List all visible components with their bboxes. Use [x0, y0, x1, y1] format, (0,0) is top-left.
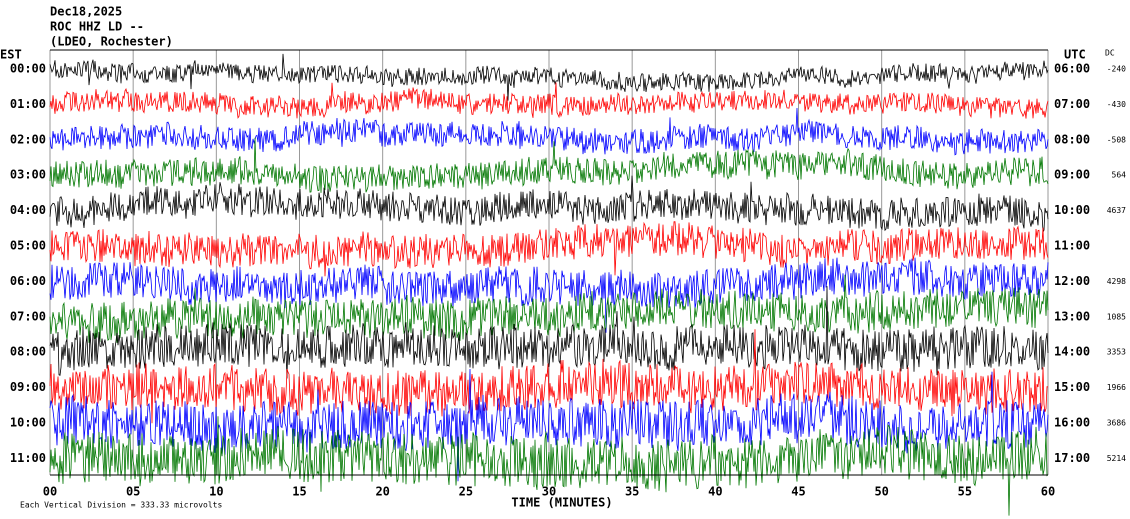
dc-label: 3353: [1107, 348, 1126, 357]
est-label: 11:00: [10, 451, 46, 465]
header-line: Dec18,2025: [50, 5, 122, 19]
est-label: 07:00: [10, 309, 46, 323]
utc-label: 12:00: [1054, 274, 1090, 288]
dc-label: -240: [1107, 65, 1126, 74]
est-label: 08:00: [10, 345, 46, 359]
trace: [49, 368, 1049, 482]
trace: [49, 137, 1049, 193]
dc-label: -508: [1107, 135, 1126, 144]
est-label: 05:00: [10, 239, 46, 253]
x-tick-label: 00: [43, 485, 57, 499]
trace: [49, 53, 1049, 101]
est-label: 06:00: [10, 274, 46, 288]
utc-label: 09:00: [1054, 168, 1090, 182]
dc-label: 564: [1112, 171, 1127, 180]
trace: [49, 329, 1049, 424]
x-tick-label: 25: [459, 485, 473, 499]
trace: [49, 257, 1049, 333]
utc-label: 16:00: [1054, 416, 1090, 430]
x-tick-label: 60: [1041, 485, 1055, 499]
x-tick-label: 40: [708, 485, 722, 499]
dc-title: DC: [1105, 49, 1115, 58]
utc-label: 14:00: [1054, 345, 1090, 359]
est-label: 10:00: [10, 416, 46, 430]
x-tick-label: 10: [209, 485, 223, 499]
trace: [49, 175, 1049, 234]
trace: [49, 82, 1049, 119]
dc-label: 3686: [1107, 419, 1126, 428]
est-label: 00:00: [10, 62, 46, 76]
utc-label: 17:00: [1054, 451, 1090, 465]
utc-label: 06:00: [1054, 62, 1090, 76]
footer: Each Vertical Division = 333.33 microvol…: [20, 501, 222, 510]
trace: [49, 286, 1049, 379]
trace: [49, 221, 1049, 277]
trace: [49, 107, 1049, 156]
x-tick-label: 45: [791, 485, 805, 499]
header-line: ROC HHZ LD --: [50, 20, 144, 34]
utc-label: 10:00: [1054, 203, 1090, 217]
trace: [49, 416, 1049, 516]
header-line: (LDEO, Rochester): [50, 35, 173, 49]
dc-label: 1085: [1107, 312, 1126, 321]
x-tick-label: 50: [874, 485, 888, 499]
x-tick-label: 20: [375, 485, 389, 499]
dc-label: 5214: [1107, 454, 1126, 463]
dc-label: 1966: [1107, 383, 1126, 392]
est-label: 04:00: [10, 203, 46, 217]
dc-label: 4637: [1107, 206, 1126, 215]
utc-label: 07:00: [1054, 97, 1090, 111]
x-tick-label: 30: [542, 485, 556, 499]
x-tick-label: 15: [292, 485, 306, 499]
est-label: 03:00: [10, 168, 46, 182]
x-label: TIME (MINUTES): [511, 496, 612, 510]
x-tick-label: 05: [126, 485, 140, 499]
trace: [49, 274, 1049, 343]
utc-label: 13:00: [1054, 309, 1090, 323]
x-tick-label: 55: [958, 485, 972, 499]
dc-label: 4298: [1107, 277, 1126, 286]
est-label: 02:00: [10, 132, 46, 146]
left-title: EST: [0, 48, 22, 62]
utc-label: 11:00: [1054, 239, 1090, 253]
dc-label: -430: [1107, 100, 1126, 109]
utc-label: 15:00: [1054, 380, 1090, 394]
utc-label: 08:00: [1054, 132, 1090, 146]
x-tick-label: 35: [625, 485, 639, 499]
est-label: 09:00: [10, 380, 46, 394]
est-label: 01:00: [10, 97, 46, 111]
right-title: UTC: [1064, 48, 1086, 62]
